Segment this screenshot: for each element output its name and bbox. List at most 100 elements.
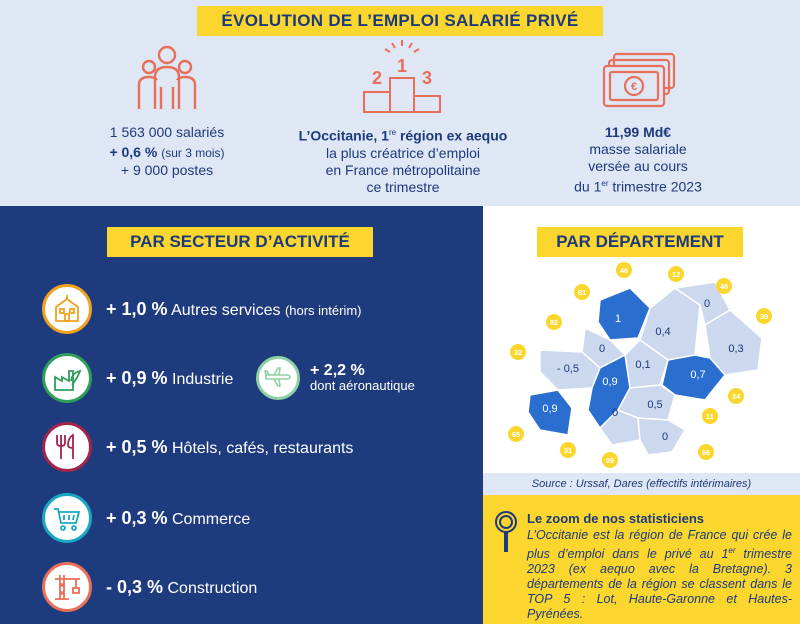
aero-value: + 2,2 % [310, 362, 365, 379]
podium-number-3: 3 [422, 68, 432, 88]
svg-text:66: 66 [702, 448, 710, 457]
ranking-line-3: en France métropolitaine [325, 161, 481, 178]
cutlery-icon [42, 422, 92, 472]
source-note: Source : Urssaf, Dares (effectifs intéri… [483, 473, 800, 495]
sector-item-services: + 1,0 % Autres services (hors intérim) [42, 284, 362, 334]
sector-value: + 1,0 % [106, 298, 168, 319]
svg-text:46: 46 [620, 266, 628, 275]
magnifier-icon [495, 511, 517, 552]
payroll-line-4sup: er [601, 179, 609, 188]
svg-text:12: 12 [672, 270, 680, 279]
svg-text:11: 11 [706, 412, 714, 421]
map-value-ariege: 0 [612, 407, 618, 419]
svg-text:65: 65 [512, 430, 520, 439]
dept-badge-11: 11 [702, 408, 718, 424]
ranking-title-a: L’Occitanie, 1 [298, 127, 389, 144]
map-value-gers: - 0,5 [557, 363, 579, 375]
zoom-box [483, 495, 800, 624]
dept-badge-66: 66 [698, 444, 714, 460]
sector-item-hospitality: + 0,5 % Hôtels, cafés, restaurants [42, 422, 353, 472]
map-value-tarn-et-garonne: 0 [599, 343, 605, 355]
ranking-title-sup: re [388, 128, 397, 137]
map-value-haute-garonne: 0,9 [602, 376, 617, 388]
sector-label: Autres services [171, 301, 281, 319]
map-value-lot: 1 [615, 313, 621, 325]
sector-label: Industrie [172, 370, 234, 388]
dept-badge-34: 34 [728, 388, 744, 404]
svg-text:09: 09 [606, 456, 614, 465]
stat-payroll: 11,99 Md€ masse salariale versée au cour… [555, 124, 721, 196]
cart-icon [42, 493, 92, 543]
airplane-icon [256, 356, 300, 400]
page-title: ÉVOLUTION DE L’EMPLOI SALARIÉ PRIVÉ [197, 6, 603, 36]
dept-badge-46: 46 [616, 262, 632, 278]
ranking-line-2: la plus créatrice d’emploi [325, 144, 481, 161]
sector-label: Commerce [172, 510, 251, 528]
sector-title: PAR SECTEUR D’ACTIVITÉ [107, 227, 373, 257]
map-value-pyrenees-orientales: 0 [662, 431, 668, 443]
map-value-herault: 0,7 [690, 369, 705, 381]
people-icon [137, 45, 197, 109]
sector-panel [0, 206, 483, 624]
department-map: 1 0,4 0 0 0,3 - 0,5 0,1 0,7 0,9 0,9 0,5 … [508, 262, 772, 468]
region-herault [661, 354, 726, 401]
map-value-aude: 0,5 [647, 399, 662, 411]
zoom-text-b: trimestre 2023 (ex aequo avec la Bretagn… [527, 547, 793, 622]
sector-item-commerce: + 0,3 % Commerce [42, 493, 250, 543]
region-pyrenees-orientales [637, 417, 687, 456]
factory-icon [42, 353, 92, 403]
payroll-line-4b: trimestre 2023 [608, 178, 702, 195]
map-value-hautes-pyrenees: 0,9 [542, 403, 557, 415]
region-hautes-pyrenees [527, 389, 573, 436]
podium-number-1: 1 [397, 56, 407, 76]
employees-growth: + 0,6 % [109, 144, 158, 160]
dept-badge-65: 65 [508, 426, 524, 442]
zoom-text-sup: er [728, 546, 736, 555]
sector-value: - 0,3 % [106, 576, 164, 597]
building-icon [42, 284, 92, 334]
employees-posts: + 9 000 postes [120, 162, 214, 178]
dept-badge-82: 82 [546, 314, 562, 330]
stat-ranking: L’Occitanie, 1re région ex aequo la plus… [270, 124, 536, 196]
region-lot [597, 287, 651, 341]
ranking-title-b: région ex aequo [396, 127, 508, 144]
zoom-text-a: L’Occitanie est la région de France qui … [527, 528, 792, 562]
svg-text:30: 30 [760, 312, 768, 321]
banknotes-icon: € [602, 52, 676, 108]
podium-icon: 1 2 3 [363, 40, 441, 113]
aero-label: dont aéronautique [310, 378, 415, 393]
crane-icon [42, 562, 92, 612]
department-title: PAR DÉPARTEMENT [537, 227, 743, 257]
dept-badge-48: 48 [716, 278, 732, 294]
svg-text:32: 32 [514, 348, 522, 357]
payroll-line-3: versée au cours [588, 158, 688, 174]
podium-number-2: 2 [372, 68, 382, 88]
sector-item-construction: - 0,3 % Construction [42, 562, 257, 612]
sector-value: + 0,9 % [106, 367, 168, 388]
map-value-aveyron: 0,4 [655, 326, 670, 338]
svg-text:34: 34 [732, 392, 741, 401]
employees-period: (sur 3 mois) [161, 146, 225, 160]
dept-badge-81: 81 [574, 284, 590, 300]
payroll-line-4a: du 1 [574, 178, 602, 195]
stat-employees: 1 563 000 salariés + 0,6 % (sur 3 mois) … [82, 124, 252, 179]
payroll-line-2: masse salariale [589, 141, 687, 157]
sector-value: + 0,3 % [106, 507, 168, 528]
map-value-tarn: 0,1 [635, 359, 650, 371]
dept-badge-09: 09 [602, 452, 618, 468]
sector-value: + 0,5 % [106, 436, 168, 457]
svg-text:81: 81 [578, 288, 586, 297]
svg-text:31: 31 [564, 446, 572, 455]
svg-text:48: 48 [720, 282, 728, 291]
svg-text:€: € [631, 81, 637, 93]
zoom-text: L’Occitanie est la région de France qui … [527, 528, 792, 622]
sector-label: Hôtels, cafés, restaurants [172, 439, 354, 457]
dept-badge-30: 30 [756, 308, 772, 324]
zoom-title: Le zoom de nos statisticiens [527, 511, 704, 526]
sector-item-industry: + 0,9 % Industrie [42, 353, 233, 403]
dept-badge-12: 12 [668, 266, 684, 282]
sector-item-aero: + 2,2 % dont aéronautique [256, 356, 415, 400]
sector-note: (hors intérim) [284, 302, 362, 318]
sector-label: Construction [167, 579, 258, 597]
payroll-amount: 11,99 Md€ [604, 124, 672, 140]
